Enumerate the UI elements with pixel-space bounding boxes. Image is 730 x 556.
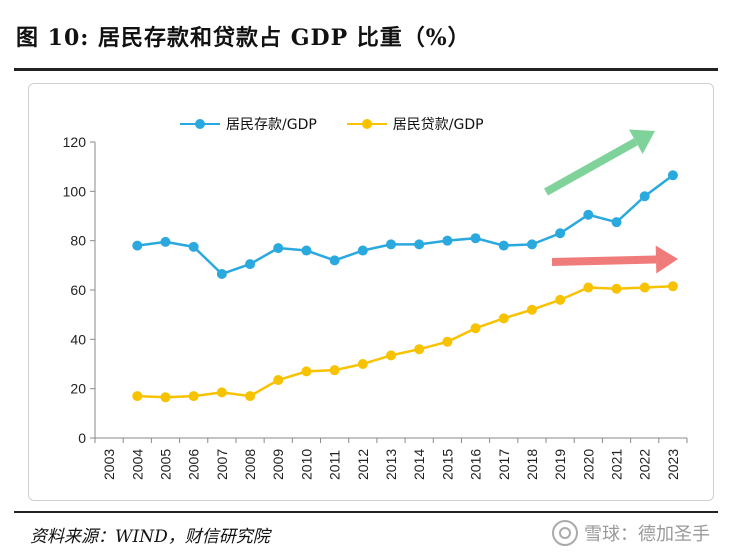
data-point-1 bbox=[329, 365, 340, 376]
x-tick-label: 2008 bbox=[242, 449, 258, 480]
y-tick-label: 60 bbox=[70, 282, 86, 298]
data-point-0 bbox=[273, 243, 284, 254]
data-point-1 bbox=[132, 391, 143, 402]
y-tick-label: 0 bbox=[78, 430, 86, 446]
x-tick-label: 2010 bbox=[298, 449, 314, 480]
data-point-1 bbox=[470, 323, 481, 334]
x-tick-label: 2007 bbox=[214, 449, 230, 480]
watermark-text: 雪球：德加圣手 bbox=[584, 524, 710, 545]
data-point-0 bbox=[442, 235, 453, 246]
x-tick-label: 2016 bbox=[468, 449, 484, 480]
data-point-0 bbox=[132, 240, 143, 251]
legend-item-loan: 居民贷款/GDP bbox=[346, 114, 484, 134]
x-tick-label: 2018 bbox=[524, 449, 540, 480]
x-tick-label: 2022 bbox=[637, 449, 653, 480]
legend-item-deposit: 居民存款/GDP bbox=[180, 114, 317, 134]
data-point-1 bbox=[498, 313, 509, 324]
data-point-0 bbox=[555, 228, 566, 239]
title-rule bbox=[14, 68, 718, 71]
chart-frame bbox=[28, 83, 714, 501]
y-tick-label: 120 bbox=[63, 134, 87, 150]
data-point-1 bbox=[357, 359, 368, 369]
data-point-1 bbox=[526, 304, 537, 315]
x-tick-label: 2012 bbox=[355, 449, 371, 480]
x-tick-label: 2017 bbox=[496, 449, 512, 480]
y-tick-label: 80 bbox=[70, 233, 86, 249]
y-tick-label: 100 bbox=[63, 183, 87, 199]
watermark: 雪球：德加圣手 bbox=[552, 520, 710, 546]
data-point-0 bbox=[301, 245, 312, 256]
data-point-0 bbox=[667, 170, 678, 181]
data-point-0 bbox=[216, 268, 227, 279]
data-point-1 bbox=[386, 350, 396, 361]
data-point-0 bbox=[498, 240, 509, 251]
series-line-1 bbox=[137, 285, 673, 399]
data-point-1 bbox=[667, 281, 678, 292]
x-tick-label: 2021 bbox=[609, 449, 625, 480]
data-point-1 bbox=[273, 375, 284, 386]
y-tick-label: 40 bbox=[70, 331, 86, 347]
data-point-1 bbox=[639, 282, 650, 293]
x-tick-label: 2005 bbox=[157, 449, 173, 480]
trend-arrow-up-shaft bbox=[544, 138, 638, 196]
data-point-1 bbox=[442, 336, 453, 347]
trend-arrow-flat-shaft bbox=[551, 255, 657, 266]
x-tick-label: 2020 bbox=[580, 449, 596, 480]
data-point-0 bbox=[329, 255, 340, 266]
data-point-0 bbox=[611, 217, 622, 228]
data-point-0 bbox=[583, 209, 594, 220]
snowball-logo-icon bbox=[552, 520, 578, 546]
data-point-0 bbox=[414, 239, 425, 250]
source-rule bbox=[14, 511, 718, 513]
data-point-0 bbox=[245, 259, 256, 270]
legend-label-loan: 居民贷款/GDP bbox=[392, 117, 484, 133]
data-point-1 bbox=[555, 294, 566, 305]
data-point-1 bbox=[301, 366, 312, 377]
trend-arrow-flat-head bbox=[655, 245, 678, 274]
data-point-1 bbox=[414, 344, 425, 355]
legend-swatch-loan bbox=[346, 119, 387, 129]
x-tick-label: 2015 bbox=[439, 449, 455, 480]
x-tick-label: 2009 bbox=[270, 449, 286, 480]
y-tick-label: 20 bbox=[70, 381, 86, 397]
data-point-0 bbox=[639, 191, 650, 202]
data-point-0 bbox=[470, 233, 481, 244]
legend-swatch-deposit bbox=[180, 119, 220, 129]
data-point-0 bbox=[357, 245, 368, 256]
data-point-0 bbox=[188, 241, 199, 252]
legend-label-deposit: 居民存款/GDP bbox=[226, 117, 317, 133]
figure-title: 图 10: 居民存款和贷款占 GDP 比重（%） bbox=[16, 25, 471, 51]
data-point-1 bbox=[583, 282, 594, 293]
data-point-1 bbox=[611, 283, 622, 294]
data-point-0 bbox=[386, 239, 396, 250]
legend: 居民存款/GDP 居民贷款/GDP bbox=[180, 114, 484, 134]
data-point-0 bbox=[160, 236, 171, 247]
x-tick-label: 2004 bbox=[129, 449, 145, 480]
data-point-0 bbox=[526, 239, 537, 250]
data-point-1 bbox=[160, 392, 171, 403]
data-point-1 bbox=[216, 387, 227, 398]
source-note: 资料来源：WIND，财信研究院 bbox=[30, 527, 270, 547]
x-tick-label: 2013 bbox=[383, 449, 399, 480]
x-tick-label: 2014 bbox=[411, 449, 427, 480]
data-point-1 bbox=[188, 391, 199, 402]
x-tick-label: 2019 bbox=[552, 449, 568, 480]
x-tick-label: 2006 bbox=[186, 449, 202, 480]
data-point-1 bbox=[245, 391, 256, 402]
x-tick-label: 2003 bbox=[101, 449, 117, 480]
x-tick-label: 2023 bbox=[665, 449, 681, 480]
x-tick-label: 2011 bbox=[327, 450, 343, 480]
trend-arrow-up-head bbox=[628, 129, 655, 154]
